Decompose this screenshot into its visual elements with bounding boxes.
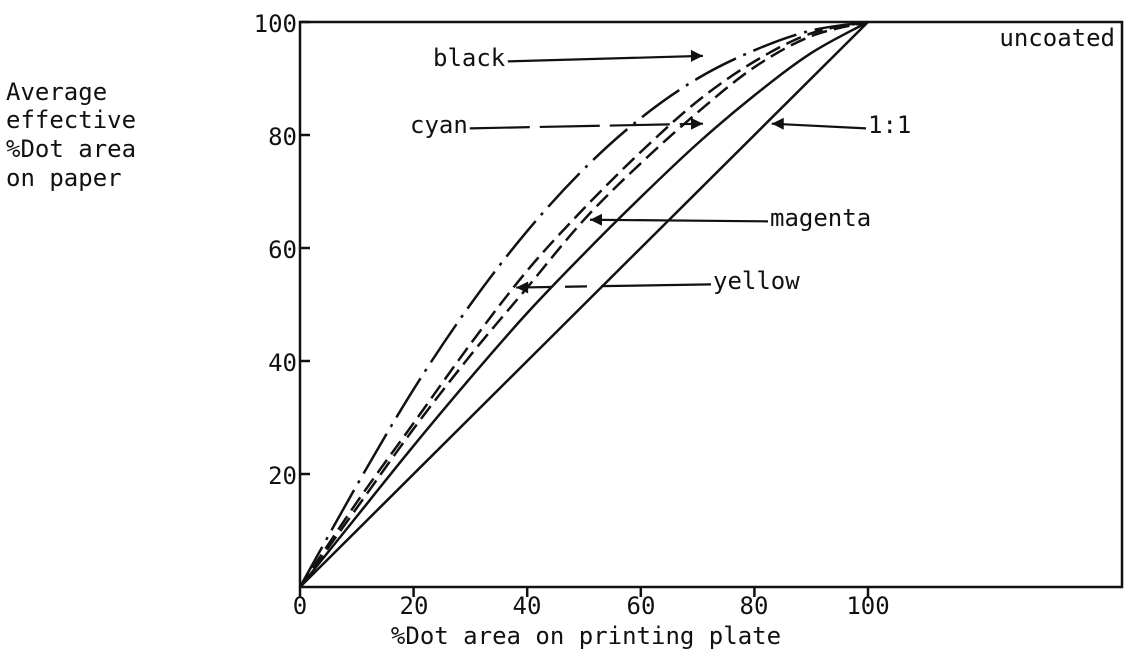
series-line-yellow <box>299 20 869 588</box>
series-label-yellow: yellow <box>713 267 800 295</box>
series-line-cyan <box>298 20 869 588</box>
y-tick-label-60: 60 <box>268 236 297 264</box>
x-tick-label-40: 40 <box>513 592 542 620</box>
y-tick-label-20: 20 <box>268 462 297 490</box>
x-tick-label-80: 80 <box>740 592 769 620</box>
plot-frame <box>298 20 1124 589</box>
y-axis-label-line-2: effective <box>6 106 136 134</box>
series-label-magenta: magenta <box>770 204 871 232</box>
annotation-arrowhead-black <box>690 49 703 62</box>
series-label-cyan: cyan <box>410 111 468 139</box>
condition-label: uncoated <box>999 24 1115 52</box>
y-axis-label-line-1: Average <box>6 78 107 106</box>
annotation-arrowhead-magenta <box>590 213 602 226</box>
series-label-1-1: 1:1 <box>868 111 911 139</box>
y-tick-label-40: 40 <box>268 349 297 377</box>
y-axis-label-line-4: on paper <box>6 164 122 192</box>
y-tick-label-100: 100 <box>254 10 297 38</box>
x-tick-label-100: 100 <box>846 592 889 620</box>
y-tick-label-80: 80 <box>268 123 297 151</box>
series-line-black <box>298 20 869 588</box>
annotation-arrowhead-1-1 <box>771 117 784 130</box>
axis-ticks <box>298 20 870 597</box>
annotation-arrow-1-1 <box>771 122 867 130</box>
annotation-arrow-black <box>507 54 703 63</box>
x-axis-label: %Dot area on printing plate <box>391 622 781 650</box>
annotation-arrowhead-yellow <box>516 281 529 294</box>
curve-layer <box>298 20 869 588</box>
y-axis-label-line-3: %Dot area <box>6 135 136 163</box>
annotation-arrow-yellow <box>516 283 712 289</box>
annotation-arrow-magenta <box>589 218 769 223</box>
annotation-arrow-cyan <box>469 122 703 130</box>
annotation-arrowhead-cyan <box>690 117 703 130</box>
series-line-1-1 <box>299 21 869 588</box>
x-tick-label-20: 20 <box>400 592 429 620</box>
x-tick-label-60: 60 <box>627 592 656 620</box>
x-tick-label-0: 0 <box>293 592 307 620</box>
annotation-layer <box>469 49 867 294</box>
series-label-black: black <box>433 44 506 72</box>
series-line-magenta <box>298 20 869 588</box>
